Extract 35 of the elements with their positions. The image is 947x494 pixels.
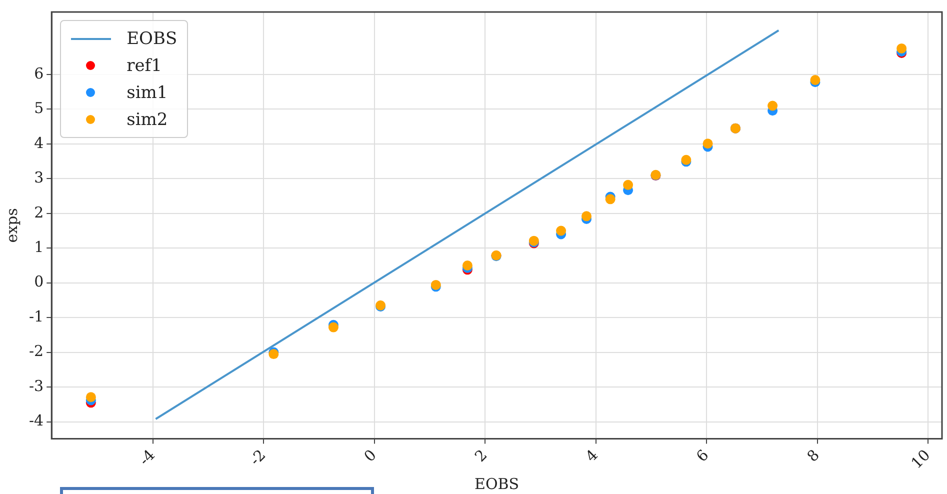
legend-label: ref1 [126, 56, 162, 76]
y-tick-label: 3 [34, 168, 44, 187]
legend-label: sim1 [126, 82, 168, 102]
point [768, 100, 778, 111]
y-tick-label: -4 [28, 412, 44, 430]
point [556, 226, 566, 236]
y-tick-label: 0 [34, 272, 44, 291]
y-tick-label: 4 [34, 134, 44, 152]
y-axis-title: exps [2, 208, 21, 243]
x-tick-label: -2 [246, 446, 270, 470]
y-tick-label: 2 [34, 203, 44, 222]
point [582, 211, 592, 222]
point [623, 180, 634, 190]
x-tick-label: 8 [804, 446, 823, 466]
point [328, 322, 338, 332]
legend-label: EOBS [126, 28, 178, 48]
x-tick-label: 10 [908, 446, 934, 472]
x-tick-label: 0 [360, 446, 380, 466]
y-tick-label: -3 [28, 376, 44, 395]
x-tick-label: 6 [692, 446, 712, 466]
point [86, 392, 96, 402]
x-tick-label: 4 [582, 446, 602, 466]
point [605, 194, 616, 204]
y-tick-label: 6 [34, 64, 44, 82]
y-tick-label: 1 [34, 238, 44, 256]
x-axis-title: EOBS [474, 474, 520, 493]
x-tick-label: 2 [471, 446, 491, 466]
y-tick-label: -2 [28, 342, 44, 360]
y-tick-label: 5 [34, 99, 44, 118]
point [702, 138, 713, 149]
legend-label: sim2 [126, 110, 168, 130]
point [896, 43, 907, 54]
x-tick-label: -4 [135, 446, 159, 470]
y-tick-label: -1 [28, 307, 44, 326]
point [462, 260, 472, 270]
